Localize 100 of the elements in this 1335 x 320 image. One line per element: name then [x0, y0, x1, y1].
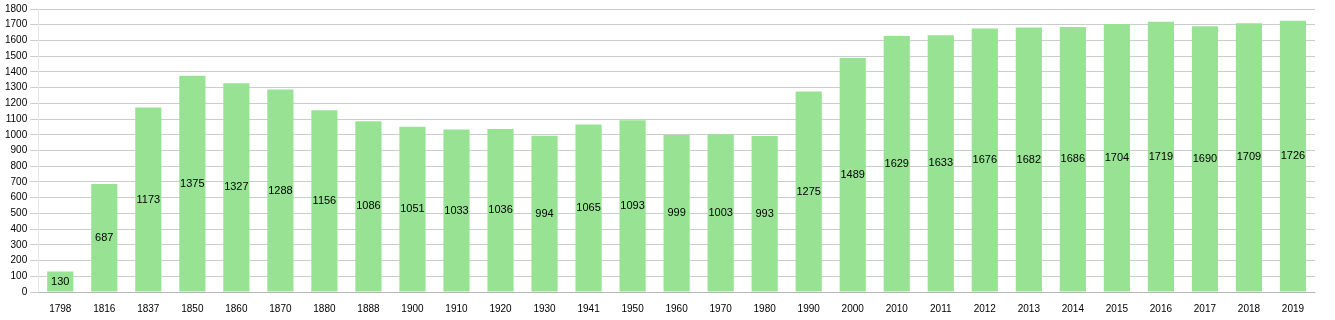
y-tick-label: 300 [10, 238, 28, 250]
data-label: 1726 [1280, 149, 1306, 162]
y-tick-label: 1600 [5, 34, 28, 46]
y-tick-label: 500 [10, 207, 28, 219]
bar [179, 75, 206, 292]
bar [971, 28, 998, 292]
data-label: 1709 [1236, 150, 1262, 163]
bar [707, 134, 734, 292]
data-label: 1033 [444, 203, 469, 216]
bar [927, 35, 954, 292]
data-label: 1093 [620, 198, 645, 211]
y-tick-label: 1500 [5, 49, 28, 61]
bar [311, 110, 338, 292]
bar [443, 129, 470, 292]
bar [1235, 23, 1263, 292]
x-tick-label: 2014 [1061, 302, 1085, 314]
bar [619, 120, 646, 292]
x-tick-label: 2012 [973, 302, 997, 314]
bar [355, 121, 382, 292]
x-tick-label: 1798 [49, 302, 72, 314]
x-tick-label: 1941 [577, 302, 601, 314]
x-tick-label: 1970 [709, 302, 733, 314]
x-tick-label: 1900 [401, 302, 425, 314]
data-label: 999 [667, 206, 686, 219]
x-tick-label: 1860 [225, 302, 248, 314]
data-label: 1156 [312, 193, 337, 206]
data-label: 1327 [224, 180, 249, 193]
y-tick-label: 400 [10, 222, 28, 234]
y-tick-label: 1000 [5, 128, 28, 140]
data-label: 1275 [796, 184, 821, 197]
bar [487, 129, 514, 292]
bar [267, 89, 294, 292]
y-tick-label: 900 [10, 144, 28, 156]
x-tick-label: 2019 [1281, 302, 1305, 314]
data-label: 1065 [576, 201, 601, 214]
data-label: 1690 [1192, 151, 1218, 164]
data-label: 1375 [180, 176, 205, 189]
bar [1015, 27, 1042, 292]
x-tick-label: 2000 [841, 302, 865, 314]
y-tick-label: 1200 [5, 97, 28, 109]
data-label: 1686 [1060, 152, 1086, 165]
bar [575, 124, 602, 292]
x-tick-label: 2013 [1017, 302, 1041, 314]
bar [531, 135, 558, 292]
data-label: 1086 [356, 199, 381, 212]
x-tick-label: 2010 [885, 302, 909, 314]
y-tick-label: 1400 [5, 65, 28, 77]
y-tick-label: 800 [10, 159, 28, 171]
x-tick-label: 1880 [313, 302, 336, 314]
data-label: 1051 [400, 202, 425, 215]
data-label: 1003 [708, 205, 733, 218]
y-tick-label: 100 [10, 270, 28, 282]
x-tick-label: 2018 [1237, 302, 1261, 314]
bar [91, 183, 118, 292]
data-label: 1036 [488, 203, 513, 216]
x-tick-label: 1980 [753, 302, 777, 314]
y-tick-label: 1800 [5, 2, 28, 14]
data-label: 687 [95, 230, 114, 243]
data-label: 993 [755, 206, 774, 219]
bar [839, 57, 866, 292]
bar [1059, 26, 1086, 292]
data-label: 1676 [972, 153, 998, 166]
y-tick-label: 200 [10, 254, 28, 266]
bar [135, 107, 162, 292]
bar [223, 83, 250, 292]
y-tick-label: 1700 [5, 18, 28, 30]
x-tick-label: 1960 [665, 302, 689, 314]
data-label: 1704 [1104, 150, 1130, 163]
x-tick-label: 1837 [137, 302, 160, 314]
y-tick-label: 1300 [5, 81, 28, 93]
x-tick-label: 1930 [533, 302, 557, 314]
x-tick-label: 2011 [930, 302, 952, 314]
bar [1191, 26, 1219, 292]
y-tick-label: 0 [21, 285, 28, 297]
x-tick-label: 1870 [269, 302, 292, 314]
bar [1147, 21, 1175, 292]
data-label: 1633 [928, 156, 954, 169]
bar [883, 35, 910, 292]
data-label: 1682 [1016, 152, 1042, 165]
x-tick-label: 2015 [1105, 302, 1129, 314]
bar [751, 135, 778, 292]
data-label: 1629 [884, 156, 909, 169]
x-tick-label: 2017 [1193, 302, 1217, 314]
data-label: 994 [535, 206, 554, 219]
data-label: 1719 [1148, 149, 1174, 162]
bar [1103, 24, 1130, 292]
x-tick-label: 1990 [797, 302, 821, 314]
x-tick-label: 1920 [489, 302, 513, 314]
data-label: 1489 [840, 167, 865, 180]
x-tick-label: 1910 [445, 302, 469, 314]
y-tick-label: 700 [10, 175, 28, 187]
x-tick-label: 1850 [181, 302, 204, 314]
y-tick-label: 1100 [5, 112, 28, 124]
data-label: 130 [51, 274, 70, 287]
y-tick-label: 600 [10, 191, 28, 203]
bar [399, 126, 426, 292]
x-tick-label: 2016 [1149, 302, 1173, 314]
x-tick-label: 1888 [357, 302, 380, 314]
data-label: 1173 [136, 192, 161, 205]
bar [663, 134, 690, 292]
